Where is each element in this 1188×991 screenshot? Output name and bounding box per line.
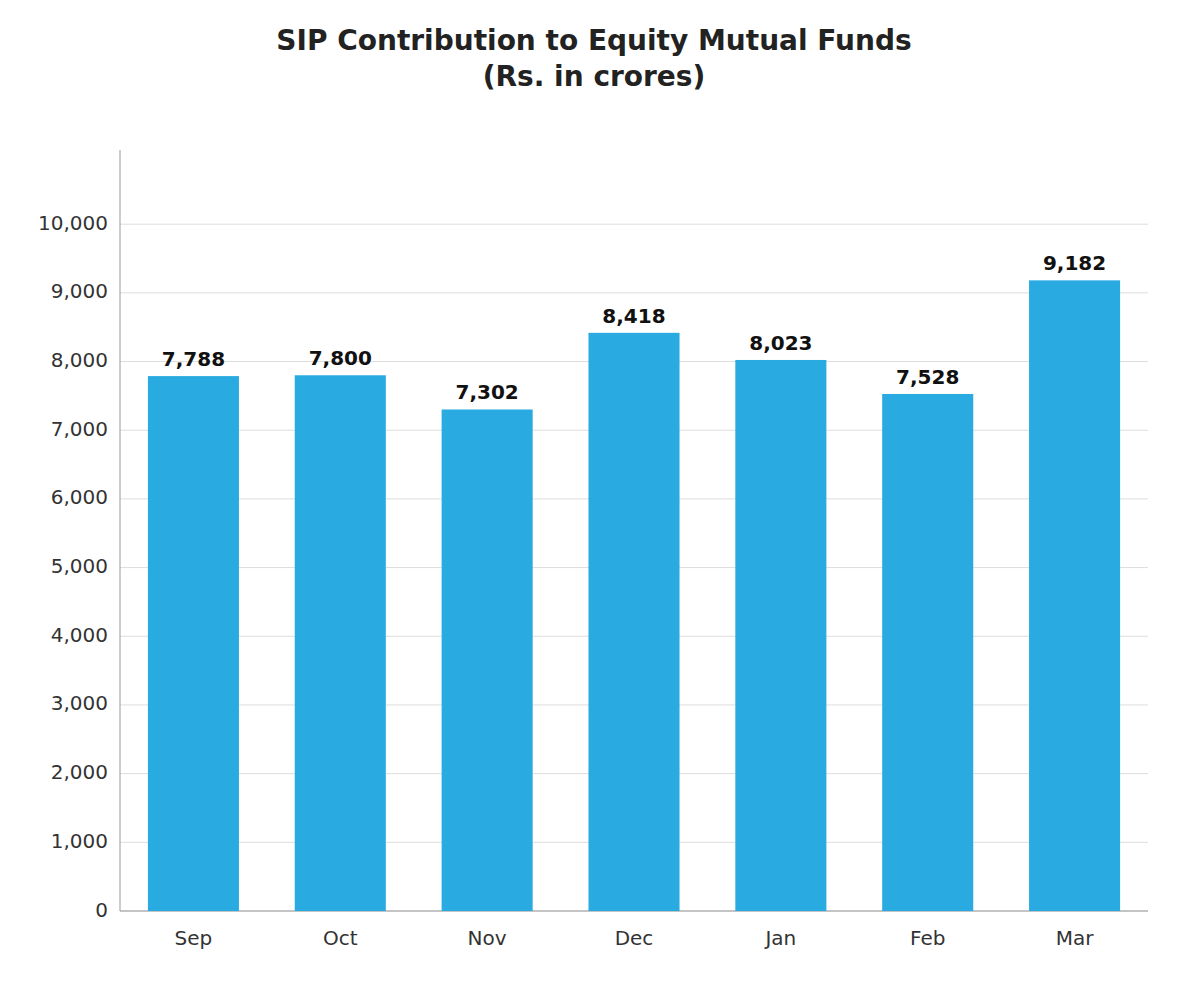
x-tick-labels: Sep Oct Nov Dec Jan Feb Mar	[175, 926, 1095, 950]
x-tick-label: Nov	[468, 926, 507, 950]
data-label: 7,788	[162, 347, 225, 371]
bars	[148, 280, 1120, 911]
data-label: 9,182	[1043, 251, 1106, 275]
grid	[120, 224, 1148, 911]
y-tick-label: 3,000	[51, 691, 108, 715]
y-tick-label: 5,000	[51, 554, 108, 578]
x-tick-label: Feb	[910, 926, 945, 950]
chart-container: SIP Contribution to Equity Mutual Funds(…	[0, 0, 1188, 991]
y-tick-label: 6,000	[51, 485, 108, 509]
data-label: 7,528	[896, 365, 959, 389]
x-tick-label: Sep	[175, 926, 213, 950]
y-axis-line	[120, 150, 121, 911]
bar	[882, 394, 973, 911]
bar	[1029, 280, 1120, 911]
y-tick-label: 2,000	[51, 760, 108, 784]
data-label: 7,800	[309, 346, 372, 370]
title-line: SIP Contribution to Equity Mutual Funds	[276, 24, 911, 57]
y-tick-label: 8,000	[51, 348, 108, 372]
x-tick-label: Oct	[323, 926, 358, 950]
data-label: 8,418	[602, 304, 665, 328]
y-tick-labels: 0 1,000 2,000 3,000 4,000 5,000 6,000 7,000 8,00…	[38, 211, 108, 922]
y-tick-label: 1,000	[51, 829, 108, 853]
y-tick-label: 0	[95, 898, 108, 922]
y-tick-label: 7,000	[51, 417, 108, 441]
x-tick-label: Mar	[1056, 926, 1095, 950]
x-tick-label: Dec	[615, 926, 654, 950]
y-tick-label: 9,000	[51, 279, 108, 303]
y-tick-label: 10,000	[38, 211, 108, 235]
bar	[588, 333, 679, 911]
x-tick-label: Jan	[763, 926, 796, 950]
chart-title: SIP Contribution to Equity Mutual Funds(…	[276, 24, 911, 93]
data-labels: 7,788 7,800 7,302 8,418 8,023 7,528 9,182	[162, 251, 1106, 404]
data-label: 7,302	[456, 380, 519, 404]
bar	[735, 360, 826, 911]
grid-line	[120, 292, 1148, 293]
bar	[295, 375, 386, 911]
bar	[442, 409, 533, 911]
page: {"chart_data": {"type": "bar", "title": …	[0, 0, 1188, 991]
y-tick-label: 4,000	[51, 623, 108, 647]
bar	[148, 376, 239, 911]
data-label: 8,023	[749, 331, 812, 355]
chart-svg: SIP Contribution to Equity Mutual Funds(…	[0, 0, 1188, 991]
grid-line	[120, 224, 1148, 225]
title-line: (Rs. in crores)	[483, 60, 706, 93]
